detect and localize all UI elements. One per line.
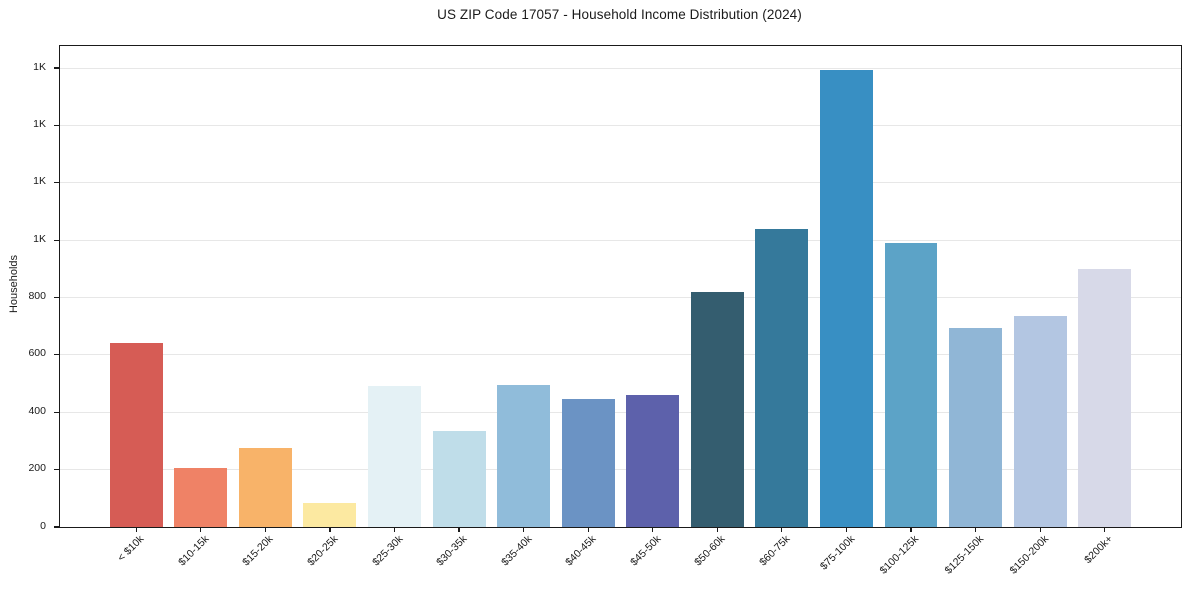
x-tick-label: $45-50k [627,533,664,569]
bar-10k [109,343,163,527]
y-tick-label: 1K [33,175,46,188]
bar-15-20k [238,448,292,527]
gridline [60,67,1181,69]
x-axis-tick [264,527,266,532]
x-tick-label: $40-45k [563,533,599,569]
y-axis-tick [54,411,60,413]
y-axis-tick [54,354,60,356]
x-tick-label: $25-30k [369,533,406,569]
gridline [60,239,1181,241]
bar-200k [1078,268,1132,527]
x-axis-tick [135,527,137,532]
y-axis-label: Households [8,254,20,314]
x-tick-label: $60-75k [757,533,793,569]
bar-20-25k [303,502,357,527]
y-axis-tick [54,182,60,184]
y-axis-tick [54,239,60,241]
bar-125-150k [949,327,1003,527]
x-tick-label: $10-15k [176,533,212,569]
y-tick-label: 1K [33,117,46,130]
y-axis-tick [54,526,60,528]
x-axis-tick [458,527,460,532]
gridline [60,297,1181,299]
x-axis-tick [200,527,202,532]
bar-100-125k [884,243,938,527]
y-tick-label: 200 [28,462,46,475]
x-tick-label: $200k+ [1082,533,1116,567]
bar-30-35k [432,430,486,527]
y-tick-label: 1K [33,232,46,245]
y-axis-tick [54,469,60,471]
x-tick-label: $50-60k [692,533,728,569]
bar-35-40k [497,385,551,527]
bar-75-100k [819,69,873,527]
y-axis-tick [54,124,60,127]
x-axis-tick [523,527,525,532]
bar-25-30k [368,386,421,527]
bar-10-15k [174,468,228,527]
chart-title: US ZIP Code 17057 - Household Income Dis… [437,7,802,22]
y-axis-tick [54,296,60,299]
gridline [60,182,1181,184]
x-axis-tick [652,527,654,532]
x-axis-tick [587,527,589,532]
bar-50-60k [690,291,744,527]
x-tick-label: $35-40k [498,533,535,569]
x-axis-tick [1039,527,1041,532]
y-tick-label: 0 [40,519,46,532]
x-tick-label: $100-125k [877,533,922,577]
x-axis-tick [910,527,912,532]
x-axis-tick [393,527,396,532]
x-tick-label: $20-25k [305,533,341,569]
y-tick-label: 1K [33,60,46,73]
x-tick-label: $125-150k [942,533,987,577]
gridline [60,354,1181,356]
x-axis-tick [1104,527,1106,532]
bar-150-200k [1013,316,1067,527]
x-axis-tick [716,527,718,532]
x-tick-label: $150-200k [1007,533,1051,577]
x-axis-tick [845,527,848,532]
x-axis-tick [974,527,977,532]
plot-area [54,45,1182,532]
x-tick-label: $30-35k [434,533,470,569]
gridline [60,124,1181,126]
x-tick-label: $75-100k [817,533,857,573]
bar-60-75k [755,228,809,527]
gridline [60,469,1181,471]
x-tick-label: $15-20k [240,533,276,569]
y-tick-label: 800 [28,290,46,303]
bar-45-50k [626,395,680,527]
y-tick-label: 400 [28,404,46,417]
x-axis-tick [781,527,783,532]
x-axis-tick [329,527,331,532]
y-tick-label: 600 [28,347,46,360]
bar-40-45k [561,399,615,527]
y-axis-tick [54,67,60,69]
gridline [60,411,1181,413]
x-tick-label: < $10k [115,533,147,564]
